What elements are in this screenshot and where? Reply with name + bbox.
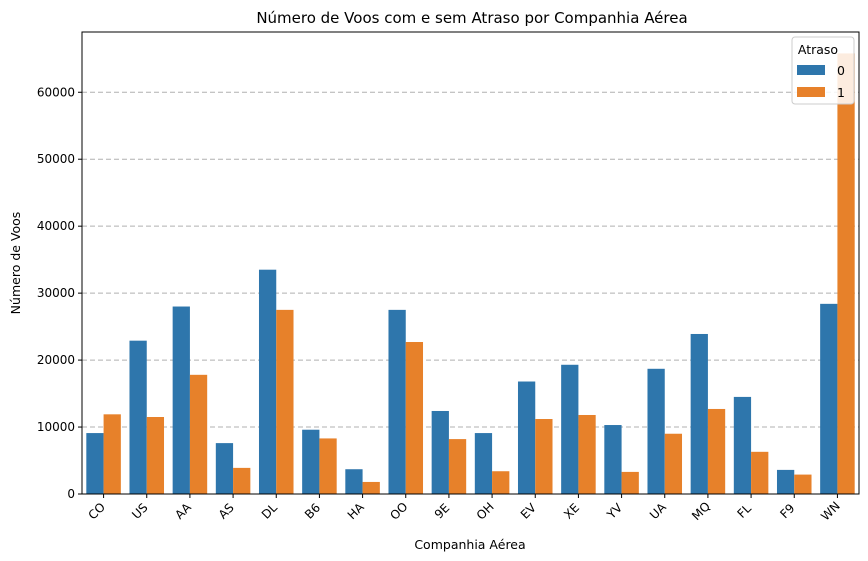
bar-US-series-0 — [129, 340, 147, 494]
bar-OO-series-1 — [405, 342, 424, 494]
bar-B6-series-1 — [319, 438, 337, 494]
plot-frame — [81, 31, 860, 495]
legend-swatch-1 — [797, 87, 825, 97]
bar-9E-series-0 — [431, 410, 449, 494]
bar-US-series-1 — [146, 417, 165, 494]
legend-label-0: 0 — [837, 63, 845, 78]
y-tick-label: 50000 — [37, 152, 75, 166]
bar-EV-series-0 — [517, 381, 536, 494]
bar-AA-series-0 — [172, 306, 190, 494]
bar-WN-series-0 — [820, 303, 838, 494]
bar-OH-series-1 — [492, 471, 510, 494]
bar-AA-series-1 — [189, 374, 208, 494]
legend-swatch-0 — [797, 65, 825, 75]
bar-MQ-series-0 — [690, 333, 708, 494]
bar-9E-series-1 — [448, 439, 467, 494]
bar-CO-series-0 — [86, 433, 104, 494]
bar-F9-series-0 — [776, 469, 795, 494]
bar-DL-series-1 — [276, 309, 294, 494]
y-tick-label: 40000 — [37, 219, 75, 233]
y-axis: 0 10000 20000 30000 40000 50000 60000 — [37, 85, 82, 501]
x-axis-label: Companhia Aérea — [414, 537, 525, 552]
legend: Atraso 0 1 — [791, 36, 855, 105]
bar-HA-series-1 — [362, 481, 380, 494]
bar-FL-series-1 — [751, 451, 769, 494]
bar-B6-series-0 — [302, 429, 320, 494]
y-axis-label: Número de Voos — [8, 212, 23, 315]
bars — [86, 53, 855, 494]
y-tick-label: 20000 — [37, 353, 75, 367]
gridlines — [82, 91, 859, 428]
y-tick-label: 60000 — [37, 85, 75, 99]
bar-XE-series-1 — [578, 414, 596, 494]
bar-HA-series-0 — [345, 469, 363, 494]
bar-MQ-series-1 — [707, 408, 726, 494]
bar-OO-series-0 — [388, 309, 406, 494]
bar-AS-series-1 — [233, 467, 251, 494]
y-tick-label: 0 — [67, 487, 75, 501]
bar-FL-series-0 — [733, 396, 752, 494]
bar-YV-series-0 — [604, 425, 622, 494]
bar-YV-series-1 — [621, 471, 639, 494]
bar-AS-series-0 — [215, 443, 234, 494]
bar-F9-series-1 — [794, 474, 812, 494]
legend-title: Atraso — [798, 42, 838, 57]
bar-XE-series-0 — [561, 364, 579, 494]
bar-UA-series-1 — [664, 433, 683, 494]
legend-label-1: 1 — [837, 85, 845, 100]
chart-title: Número de Voos com e sem Atraso por Comp… — [256, 9, 687, 27]
y-tick-label: 30000 — [37, 286, 75, 300]
bar-UA-series-0 — [647, 368, 665, 494]
bar-DL-series-0 — [258, 269, 277, 494]
bar-EV-series-1 — [535, 419, 553, 494]
bar-WN-series-1 — [837, 53, 855, 494]
y-tick-label: 10000 — [37, 420, 75, 434]
bar-OH-series-0 — [474, 433, 493, 494]
bar-CO-series-1 — [103, 414, 121, 494]
